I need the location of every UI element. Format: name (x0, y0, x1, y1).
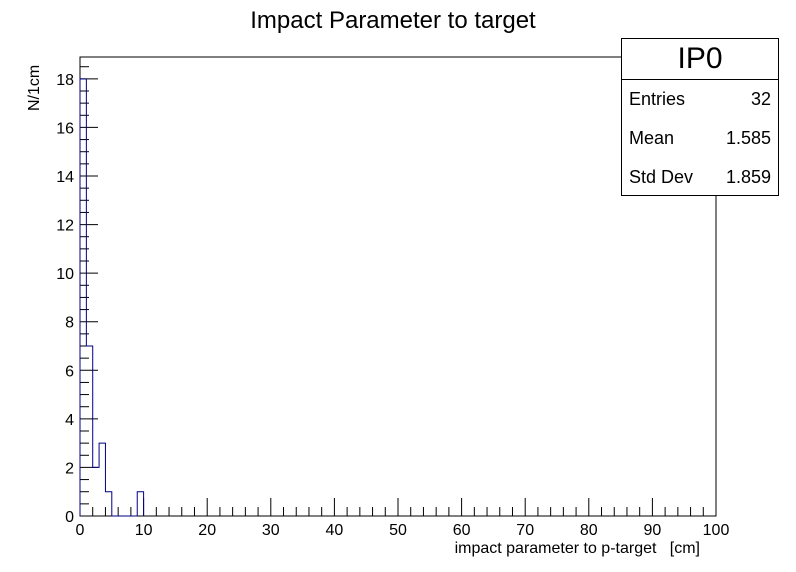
stats-box: IP0 Entries 32 Mean 1.585 Std Dev 1.859 (621, 38, 779, 196)
y-axis-label: N/1cm (26, 65, 43, 111)
stats-entries-value: 32 (750, 89, 771, 109)
stats-entries-row: Entries 32 (622, 80, 778, 119)
x-axis-label: impact parameter to p-target [cm] (455, 540, 700, 557)
histogram-bin (93, 467, 99, 516)
stats-mean-row: Mean 1.585 (622, 119, 778, 158)
histogram-series (79, 78, 145, 517)
y-tick-label: 8 (65, 315, 74, 332)
x-tick-label: 20 (198, 522, 216, 539)
y-tick-label: 6 (65, 363, 74, 380)
x-tick-label: 80 (580, 522, 598, 539)
histogram-bars (80, 79, 144, 516)
histogram-bin (137, 492, 143, 516)
x-tick-label: 50 (389, 522, 407, 539)
stats-title: IP0 (622, 39, 778, 80)
y-tick-label: 0 (65, 509, 74, 526)
y-tick-label: 18 (56, 72, 74, 89)
y-tick-label: 14 (56, 169, 74, 186)
x-tick-label: 0 (76, 522, 85, 539)
x-tick-label: 100 (703, 522, 730, 539)
x-axis: 0 10 20 30 40 50 60 70 80 90 100 (76, 498, 730, 539)
x-tick-label: 30 (262, 522, 280, 539)
x-tick-label: 70 (516, 522, 534, 539)
y-tick-label: 16 (56, 120, 74, 137)
y-tick-label: 4 (65, 412, 74, 429)
stats-mean-label: Mean (629, 128, 675, 148)
x-tick-label: 40 (326, 522, 344, 539)
stats-entries-label: Entries (629, 89, 686, 109)
x-tick-label: 90 (644, 522, 662, 539)
stats-stddev-row: Std Dev 1.859 (622, 158, 778, 197)
stats-mean-value: 1.585 (725, 128, 771, 148)
y-tick-label: 10 (56, 266, 74, 283)
x-tick-label: 10 (135, 522, 153, 539)
stats-stddev-label: Std Dev (629, 167, 694, 187)
stats-stddev-value: 1.859 (725, 167, 771, 187)
histogram-bin (99, 443, 105, 516)
y-tick-label: 12 (56, 218, 74, 235)
x-tick-label: 60 (453, 522, 471, 539)
histogram-bin (105, 492, 111, 516)
y-axis: 0 2 4 6 8 10 12 14 16 18 (56, 66, 98, 526)
y-tick-label: 2 (65, 460, 74, 477)
chart-title: Impact Parameter to target (250, 7, 536, 34)
